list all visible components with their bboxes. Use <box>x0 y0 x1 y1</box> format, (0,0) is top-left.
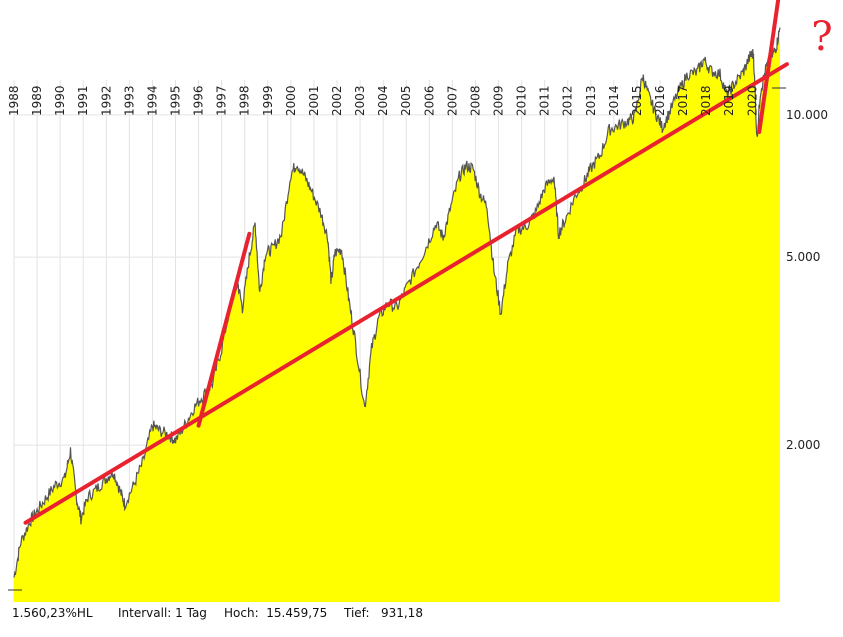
year-tick-label: 2017 <box>676 85 690 116</box>
year-tick-label: 2001 <box>307 85 321 116</box>
year-tick-label: 1991 <box>76 85 90 116</box>
chart-footer: 1.560,23%HL Intervall: 1 Tag Hoch: 15.45… <box>12 606 423 624</box>
year-tick-label: 2011 <box>538 85 552 116</box>
year-tick-label: 2002 <box>330 85 344 116</box>
year-tick-label: 2018 <box>699 85 713 116</box>
year-tick-label: 2012 <box>561 85 575 116</box>
value-tick-label: 10.000 <box>786 108 828 122</box>
year-tick-label: 2003 <box>353 85 367 116</box>
year-tick-label: 1993 <box>122 85 136 116</box>
price-line <box>13 27 781 578</box>
year-tick-label: 1989 <box>30 85 44 116</box>
trend-line <box>196 231 252 428</box>
year-tick-label: 2019 <box>722 85 736 116</box>
year-tick-label: 1994 <box>145 85 159 116</box>
low-value: Tief: 931,18 <box>344 606 423 620</box>
year-tick-label: 1999 <box>261 85 275 116</box>
year-tick-label: 1996 <box>192 85 206 116</box>
year-tick-label: 1997 <box>215 85 229 116</box>
year-tick-label: 2004 <box>376 85 390 116</box>
year-tick-label: 2007 <box>445 85 459 116</box>
value-tick-label: 2.000 <box>786 438 820 452</box>
year-tick-label: 1988 <box>7 85 21 116</box>
trend-line <box>23 62 789 525</box>
year-tick-label: 2020 <box>745 85 759 116</box>
year-tick-label: 1990 <box>53 85 67 116</box>
year-tick-label: 2010 <box>515 85 529 116</box>
year-tick-label: 2000 <box>284 85 298 116</box>
year-axis: 1988 1989 1990 1991 1992 1993 1994 1995 1996 1997… <box>7 85 759 116</box>
year-tick-label: 2016 <box>653 85 667 116</box>
change-percent: 1.560,23%HL <box>12 606 93 620</box>
year-tick-label: 2015 <box>630 85 644 116</box>
value-tick-label: 5.000 <box>786 250 820 264</box>
year-tick-label: 2013 <box>584 85 598 116</box>
year-tick-label: 1998 <box>238 85 252 116</box>
year-tick-label: 2009 <box>492 85 506 116</box>
value-axis: 2.000 5.000 10.000 <box>8 87 828 591</box>
year-tick-label: 2006 <box>422 85 436 116</box>
year-tick-label: 2008 <box>468 85 482 116</box>
trend-line <box>757 0 781 134</box>
year-tick-label: 1992 <box>99 85 113 116</box>
question-mark-annotation: ? <box>811 14 832 60</box>
price-area <box>13 27 781 603</box>
year-tick-label: 1995 <box>169 85 183 116</box>
trend-lines <box>23 0 789 525</box>
year-tick-label: 2005 <box>399 85 413 116</box>
high-value: Hoch: 15.459,75 <box>224 606 328 620</box>
interval-label: Intervall: 1 Tag <box>118 606 207 620</box>
year-tick-label: 2014 <box>607 85 621 116</box>
